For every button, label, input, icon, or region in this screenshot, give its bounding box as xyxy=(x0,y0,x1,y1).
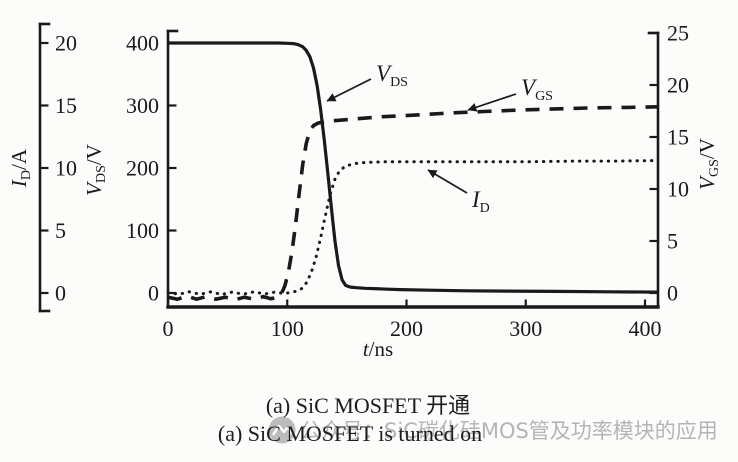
id-tick-label-5: 5 xyxy=(55,218,66,243)
vds-annotation-arrow xyxy=(326,78,372,102)
x-axis-title: t/ns xyxy=(363,337,393,361)
vgs-tick-label-20: 20 xyxy=(667,73,689,98)
vgs-tick-label-15: 15 xyxy=(667,125,689,150)
vgs-annotation-arrow xyxy=(467,93,517,112)
id-tick-label-15: 15 xyxy=(55,93,77,118)
vgs-axis-title: VGS/V xyxy=(695,138,722,190)
vgs-tick-label-0: 0 xyxy=(667,281,678,306)
figure-captions: (a) SiC MOSFET 开通 (a) SiC MOSFET is turn… xyxy=(218,393,482,446)
vgs-tick-label-5: 5 xyxy=(667,229,678,254)
vds-curve-label: VDS xyxy=(376,61,408,90)
curve-annotations: VDS VGS ID xyxy=(326,61,553,216)
vgs-tick-label-10: 10 xyxy=(667,177,689,202)
id-tick-label-20: 20 xyxy=(55,31,77,56)
vgs-curve-label: VGS xyxy=(521,75,553,104)
vds-tick-label-400: 400 xyxy=(126,31,159,56)
vds-tick-label-300: 300 xyxy=(126,93,159,118)
watermark: 公众号：SiC碳化硅MOS管及功率模块的应用 xyxy=(268,416,718,444)
id-tick-label-0: 0 xyxy=(55,281,66,306)
vgs-tick-label-25: 25 xyxy=(667,21,689,46)
watermark-text: 公众号：SiC碳化硅MOS管及功率模块的应用 xyxy=(300,419,718,443)
caption-chinese: (a) SiC MOSFET 开通 xyxy=(266,393,470,418)
x-tick-label-200: 200 xyxy=(390,316,423,341)
x-tick-label-0: 0 xyxy=(163,316,174,341)
vgs-waveform-curve xyxy=(167,105,659,302)
id-tick-label-10: 10 xyxy=(55,156,77,181)
x-tick-label-400: 400 xyxy=(629,316,662,341)
vds-tick-label-200: 200 xyxy=(126,156,159,181)
vds-tick-label-0: 0 xyxy=(148,281,159,306)
x-tick-label-100: 100 xyxy=(271,316,304,341)
vds-waveform-curve xyxy=(168,41,659,294)
id-annotation-arrow xyxy=(427,169,468,194)
caption-english: (a) SiC MOSFET is turned on xyxy=(218,421,482,446)
id-axis-title: ID/A xyxy=(7,148,34,188)
x-tick-label-300: 300 xyxy=(509,316,542,341)
vds-axis-title: VDS/V xyxy=(82,144,109,196)
vds-tick-label-100: 100 xyxy=(126,218,159,243)
axis-titles: ID/A VDS/V VGS/V t/ns xyxy=(7,138,722,361)
wechat-logo-glyph xyxy=(272,424,294,436)
tick-marks-and-labels: 0 100 200 300 400051015200100200300400051015… xyxy=(40,21,689,341)
id-waveform-curve xyxy=(166,159,660,296)
id-curve-label: ID xyxy=(471,187,490,216)
waveform-curves xyxy=(166,41,660,302)
